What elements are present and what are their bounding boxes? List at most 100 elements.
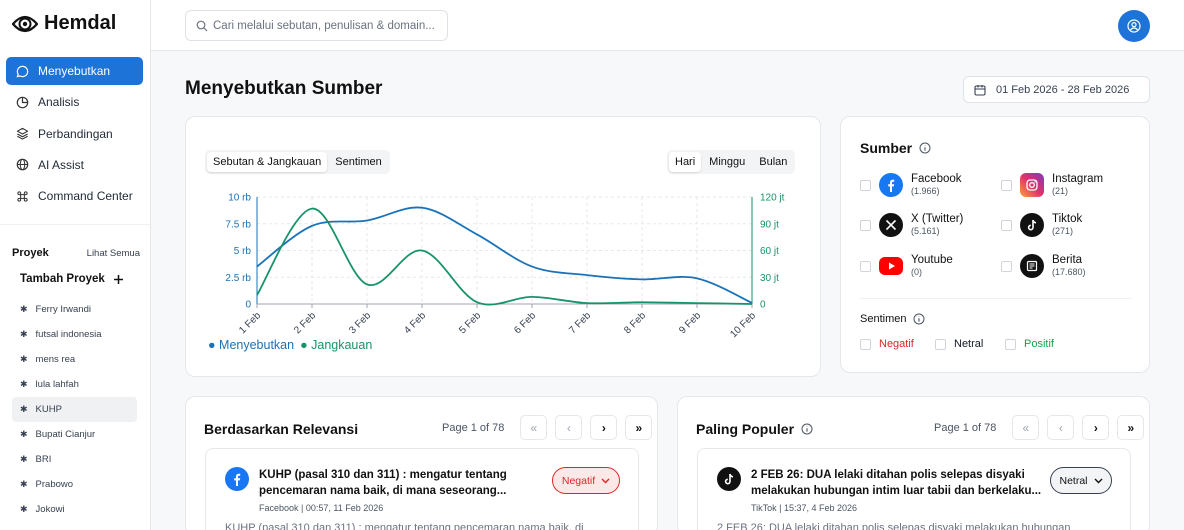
- source-text: Berita (17.680): [1052, 254, 1086, 278]
- source-checkbox[interactable]: [860, 260, 871, 272]
- facebook-icon: [879, 173, 903, 197]
- tab-bulan[interactable]: Bulan: [759, 156, 788, 168]
- project-item[interactable]: ✱ Ferry Irwandi: [12, 297, 137, 322]
- source-berita[interactable]: Berita (17.680): [1001, 254, 1086, 278]
- relevance-title: Berdasarkan Relevansi: [204, 421, 358, 437]
- source-checkbox[interactable]: [1001, 179, 1012, 191]
- tiktok-icon: [1020, 213, 1044, 237]
- info-icon[interactable]: [801, 423, 813, 435]
- period-toggle: Hari Minggu Bulan: [667, 150, 796, 174]
- tab-minggu[interactable]: Minggu: [709, 156, 746, 168]
- date-range-label: 01 Feb 2026 - 28 Feb 2026: [996, 83, 1130, 96]
- date-range-picker[interactable]: 01 Feb 2026 - 28 Feb 2026: [963, 76, 1150, 103]
- eye-logo-icon: [12, 15, 38, 32]
- info-icon[interactable]: [919, 142, 931, 154]
- asterisk-icon: ✱: [20, 429, 28, 439]
- sidebar-item-analisis[interactable]: Analisis: [6, 88, 143, 116]
- sentiment-title-text: Sentimen: [860, 313, 907, 325]
- first-page-button[interactable]: «: [520, 415, 548, 440]
- next-page-button[interactable]: ›: [1082, 415, 1110, 440]
- chat-bubble-icon: [16, 65, 29, 78]
- post-card[interactable]: KUHP (pasal 310 dan 311) : mengatur tent…: [205, 448, 639, 530]
- post-title[interactable]: KUHP (pasal 310 dan 311) : mengatur tent…: [259, 467, 507, 499]
- app-logo[interactable]: Hemdal: [12, 12, 116, 35]
- prev-page-button[interactable]: ‹: [555, 415, 583, 440]
- sentiment-checkbox[interactable]: [935, 338, 946, 350]
- post-card[interactable]: 2 FEB 26: DUA lelaki ditahan polis selep…: [697, 448, 1131, 530]
- relevance-title-text: Berdasarkan Relevansi: [204, 421, 359, 437]
- source-checkbox[interactable]: [1001, 219, 1012, 231]
- project-item[interactable]: ✱ BRI: [12, 447, 137, 472]
- sidebar-item-ai-assist[interactable]: AI Assist: [6, 151, 143, 179]
- project-item[interactable]: ✱ futsal indonesia: [12, 322, 137, 347]
- tiktok-icon: [717, 467, 741, 491]
- tab-sentimen[interactable]: Sentimen: [335, 156, 382, 168]
- series-line-menyebutkan: [256, 206, 753, 304]
- legend-label: Menyebutkan: [219, 338, 295, 352]
- source-x-twitter[interactable]: X (Twitter) (5.161): [860, 213, 963, 237]
- source-text: Tiktok (271): [1052, 213, 1082, 237]
- news-icon: [1020, 254, 1044, 278]
- globe-icon: [16, 159, 29, 171]
- projects-title: Proyek: [12, 247, 49, 259]
- x-axis-tick-label: 7 Feb: [567, 310, 593, 336]
- sentiment-option-positif[interactable]: Positif: [1005, 338, 1054, 350]
- source-name: X (Twitter): [911, 213, 964, 225]
- sidebar-item-menyebutkan[interactable]: Menyebutkan: [6, 57, 143, 85]
- project-item[interactable]: ✱ lula lahfah: [12, 372, 137, 397]
- right-axis-tick-label: 0: [760, 300, 766, 311]
- source-checkbox[interactable]: [860, 179, 871, 191]
- source-text: Facebook (1.966): [911, 173, 962, 197]
- popular-card: Paling Populer Page 1 of 78 « ‹ › » 2 FE…: [677, 396, 1150, 530]
- sidebar-item-perbandingan[interactable]: Perbandingan: [6, 120, 143, 148]
- command-icon: [17, 191, 28, 202]
- sentiment-checkbox[interactable]: [1005, 338, 1016, 350]
- asterisk-icon: ✱: [20, 379, 28, 389]
- facebook-icon: [225, 467, 249, 491]
- mentions-chart-card: Sebutan & Jangkauan Sentimen Hari Minggu…: [185, 116, 821, 377]
- source-checkbox[interactable]: [860, 219, 871, 231]
- next-page-button[interactable]: ›: [590, 415, 618, 440]
- popular-pagination: Page 1 of 78 « ‹ › »: [934, 415, 1145, 440]
- search-input[interactable]: Cari melalui sebutan, penulisan & domain…: [185, 10, 448, 41]
- info-icon[interactable]: [913, 313, 925, 325]
- last-page-button[interactable]: »: [625, 415, 653, 440]
- source-tiktok[interactable]: Tiktok (271): [1001, 213, 1082, 237]
- asterisk-icon: ✱: [20, 354, 28, 364]
- post-meta: TikTok | 15:37, 4 Feb 2026: [751, 503, 858, 513]
- x-axis-tick-label: 10 Feb: [728, 310, 758, 340]
- sentiment-option-netral[interactable]: Netral: [935, 338, 983, 350]
- calendar-icon: [974, 84, 986, 96]
- asterisk-icon: ✱: [20, 479, 28, 489]
- sentiment-option-negatif[interactable]: Negatif: [860, 338, 914, 350]
- last-page-button[interactable]: »: [1117, 415, 1145, 440]
- tab-sebutan-jangkauan[interactable]: Sebutan & Jangkauan: [207, 152, 328, 172]
- sentiment-badge[interactable]: Negatif: [552, 467, 620, 494]
- source-instagram[interactable]: Instagram (21): [1001, 173, 1103, 197]
- add-project-button[interactable]: Tambah Proyek: [20, 273, 124, 285]
- sentiment-badge[interactable]: Netral: [1050, 467, 1112, 494]
- chevron-down-icon: [1094, 478, 1102, 483]
- source-checkbox[interactable]: [1001, 260, 1012, 272]
- source-facebook[interactable]: Facebook (1.966): [860, 173, 962, 197]
- x-axis-tick-label: 2 Feb: [292, 310, 318, 336]
- legend-label: Jangkauan: [311, 338, 373, 352]
- sentiment-filter-title: Sentimen: [860, 313, 925, 325]
- project-item[interactable]: ✱ Bupati Cianjur: [12, 422, 137, 447]
- tab-hari[interactable]: Hari: [669, 152, 702, 172]
- sidebar-item-command-center[interactable]: Command Center: [6, 182, 143, 210]
- project-item[interactable]: ✱ mens rea: [12, 347, 137, 372]
- prev-page-button[interactable]: ‹: [1047, 415, 1075, 440]
- source-youtube[interactable]: Youtube (0): [860, 254, 953, 278]
- project-item[interactable]: ✱ Jokowi: [12, 497, 137, 522]
- post-title[interactable]: 2 FEB 26: DUA lelaki ditahan polis selep…: [751, 467, 1041, 499]
- project-item[interactable]: ✱ Prabowo: [12, 472, 137, 497]
- search-placeholder: Cari melalui sebutan, penulisan & domain…: [213, 19, 435, 32]
- sentiment-checkbox[interactable]: [860, 338, 871, 350]
- right-axis-tick-label: 120 jt: [760, 193, 785, 204]
- see-all-link[interactable]: Lihat Semua: [86, 247, 140, 259]
- user-avatar-button[interactable]: [1118, 10, 1150, 42]
- project-item-active[interactable]: ✱ KUHP: [12, 397, 137, 422]
- x-axis-tick-label: 4 Feb: [402, 310, 428, 336]
- first-page-button[interactable]: «: [1012, 415, 1040, 440]
